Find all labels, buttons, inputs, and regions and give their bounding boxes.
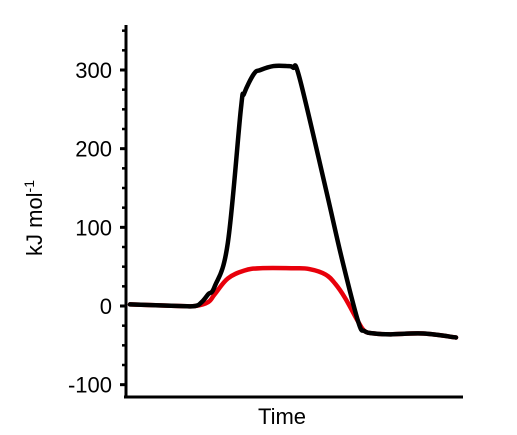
y-tick-label: 100 (75, 215, 112, 240)
y-axis-label-superscript: -1 (21, 180, 37, 193)
axes-layer (124, 25, 463, 399)
y-axis-label: kJ mol-1 (21, 180, 47, 256)
y-tick-label: 200 (75, 137, 112, 162)
series-line-black (127, 63, 459, 340)
x-axis-label: Time (258, 404, 306, 429)
y-axis-label-main: kJ mol (22, 192, 47, 256)
y-tick-label: -100 (68, 373, 112, 398)
y-tick-label: 0 (100, 294, 112, 319)
series-line-red (127, 265, 459, 340)
ticks-layer: -100 0 100 200 300 (68, 29, 126, 398)
y-tick-label: 300 (75, 58, 112, 83)
series-layer (127, 63, 459, 340)
